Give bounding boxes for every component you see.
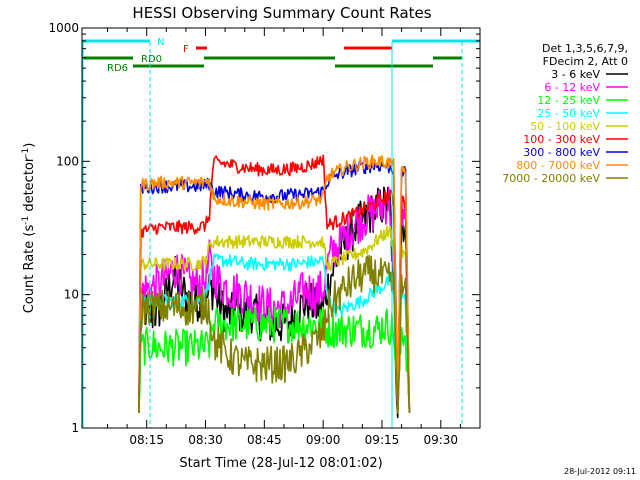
legend-header-line-1: Det 1,3,5,6,7,9, [542,42,628,55]
x-axis-label: Start Time (28-Jul-12 08:01:02) [179,456,382,471]
legend-entry-label: 800 - 7000 keV [516,159,600,172]
series-layer [138,154,411,419]
rd0-label: RD0 [141,54,162,65]
legend-entry-label: 7000 - 20000 keV [502,172,600,185]
y-tick-label: 1 [71,421,79,435]
x-tick-label: 09:00 [306,433,341,447]
plot-frame [81,27,481,429]
legend-entry-label: 3 - 6 keV [551,68,600,81]
y-tick-label: 100 [56,154,79,168]
x-tick-label: 08:30 [188,433,223,447]
legend-entry-label: 300 - 800 keV [523,146,600,159]
observing-overlays: N F RD0 RD6 [82,37,480,428]
rd6-label: RD6 [107,63,128,74]
chart-title: HESSI Observing Summary Count Rates [132,4,431,22]
legend-entry-label: 6 - 12 keV [544,81,600,94]
x-tick-label: 09:15 [365,433,400,447]
y-axis-label: Count Rate (s-1 detector-1) [21,143,37,314]
series-line [138,154,411,414]
series-line [138,253,411,414]
series-line [138,186,411,414]
x-tick-label: 08:15 [129,433,164,447]
night-flag-label: N [157,37,164,48]
series-line [138,154,411,414]
footer-timestamp: 28-Jul-2012 09:11 [564,467,636,476]
axis-layer: 1 10 100 1000 08:15 08:30 08:45 09:00 09:15 09:30 [48,21,480,447]
legend: Det 1,3,5,6,7,9, FDecim 2, Att 0 3 - 6 k… [502,42,628,185]
legend-entry-label: 50 - 100 keV [530,120,600,133]
series-line [138,225,411,414]
x-tick-label: 09:30 [423,433,458,447]
series-line [138,254,411,414]
y-tick-label: 1000 [48,21,79,35]
y-tick-label: 10 [64,288,79,302]
flare-flag-label: F [183,44,189,55]
series-line [138,305,411,414]
legend-header-line-2: FDecim 2, Att 0 [543,55,628,68]
legend-entry-label: 25 - 50 keV [537,107,600,120]
x-tick-label: 08:45 [247,433,282,447]
legend-entry-label: 100 - 300 keV [523,133,600,146]
legend-entry-label: 12 - 25 keV [537,94,600,107]
